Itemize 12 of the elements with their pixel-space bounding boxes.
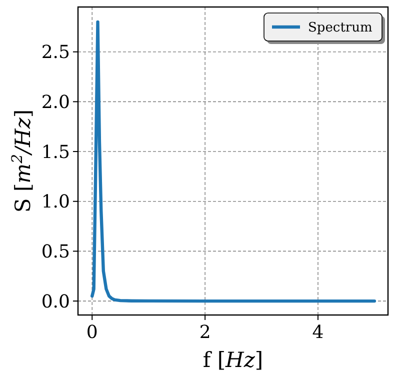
x-tick-label: 4 [312, 322, 324, 343]
y-tick-label: 0.5 [41, 242, 70, 263]
y-tick-label: 1.0 [41, 192, 70, 213]
line-series [90, 20, 376, 303]
x-tick-label: 2 [199, 322, 211, 343]
y-tick-label: 0.0 [41, 291, 70, 312]
y-tick-label: 2.5 [41, 42, 70, 64]
legend-label: Spectrum [308, 20, 372, 36]
y-tick-label: 1.5 [41, 142, 70, 163]
x-axis-title: f [Hz] [202, 348, 264, 372]
y-tick-label: 2.0 [41, 92, 70, 113]
x-tick-label: 0 [86, 322, 98, 343]
